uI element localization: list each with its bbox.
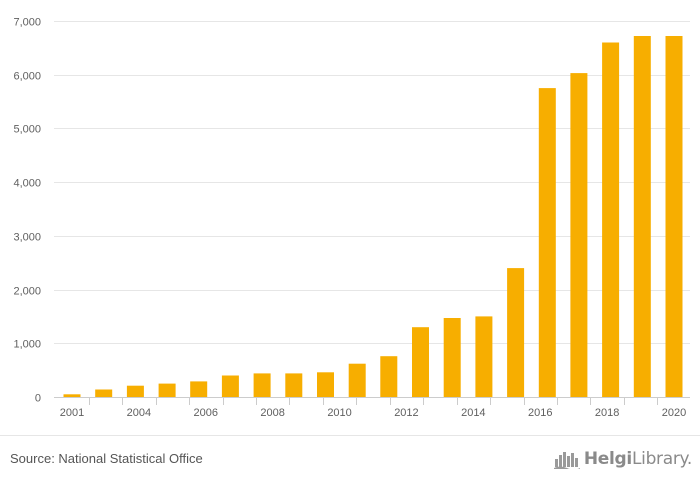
bar[interactable] xyxy=(190,381,208,397)
y-tick-label: 4,000 xyxy=(13,178,41,190)
x-tick-label: 2001 xyxy=(60,407,84,419)
y-tick-label: 6,000 xyxy=(13,71,41,83)
helgi-library-logo[interactable]: HelgiLibrary. xyxy=(553,448,692,470)
x-tick-label: 2018 xyxy=(595,407,619,419)
x-tick-label: 2014 xyxy=(461,407,485,419)
bar[interactable] xyxy=(665,36,683,397)
source-note: Source: National Statistical Office xyxy=(10,451,203,466)
bar[interactable] xyxy=(570,73,588,397)
x-tick-label: 2020 xyxy=(662,407,686,419)
logo-bold-part: Helgi xyxy=(583,449,632,469)
x-tick-label: 2004 xyxy=(127,407,151,419)
bar[interactable] xyxy=(633,36,651,397)
logo-light-part: Library. xyxy=(631,449,692,469)
bar[interactable] xyxy=(412,327,429,397)
bar[interactable] xyxy=(253,373,271,397)
x-tick-label: 2012 xyxy=(394,407,418,419)
bar[interactable] xyxy=(475,316,493,397)
bar[interactable] xyxy=(317,372,334,397)
bar[interactable] xyxy=(158,383,176,397)
y-tick-label: 7,000 xyxy=(13,17,41,29)
chart-footer: Source: National Statistical Office Helg… xyxy=(0,435,700,483)
bar[interactable] xyxy=(221,375,239,398)
bar-chart: 0 1,000 2,000 3,000 4,000 5,000 6,000 7,000 2001… xyxy=(13,17,690,419)
y-tick-label: 0 xyxy=(35,393,41,405)
bar[interactable] xyxy=(538,88,556,397)
bar[interactable] xyxy=(602,42,620,398)
bar[interactable] xyxy=(63,394,81,397)
city-skyline-icon xyxy=(553,452,580,469)
x-tick-label: 2016 xyxy=(528,407,552,419)
bar[interactable] xyxy=(507,268,525,397)
y-tick-label: 3,000 xyxy=(13,232,41,244)
x-tick-label: 2006 xyxy=(194,407,218,419)
bar[interactable] xyxy=(380,356,398,397)
x-tick-label: 2008 xyxy=(260,407,284,419)
logo-wordmark: HelgiLibrary. xyxy=(584,449,692,469)
y-tick-label: 1,000 xyxy=(13,339,41,351)
bar[interactable] xyxy=(95,389,113,398)
bar[interactable] xyxy=(126,385,144,397)
chart-area: 0 1,000 2,000 3,000 4,000 5,000 6,000 7,000 2001… xyxy=(13,17,690,419)
bar[interactable] xyxy=(348,363,366,397)
y-tick-label: 5,000 xyxy=(13,124,41,136)
bar[interactable] xyxy=(443,318,461,397)
bar[interactable] xyxy=(285,373,303,397)
x-tick-label: 2010 xyxy=(327,407,351,419)
y-tick-label: 2,000 xyxy=(13,286,41,298)
